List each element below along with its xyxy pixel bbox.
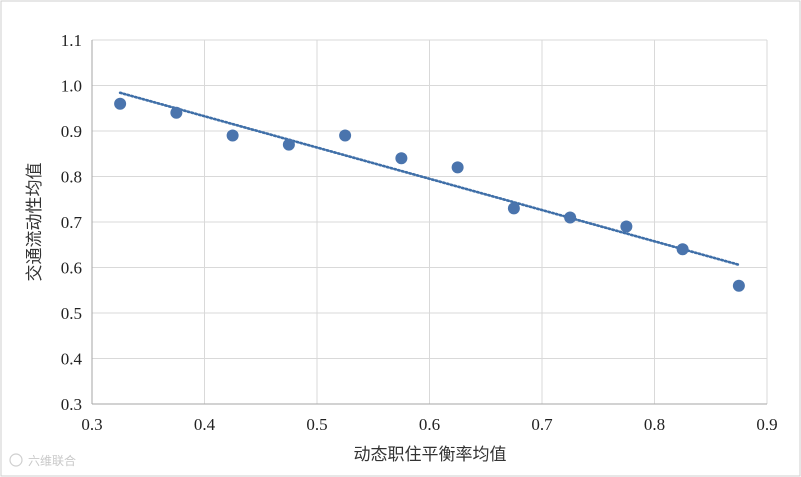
y-axis-label: 交通流动性均值 xyxy=(25,163,45,282)
axes xyxy=(91,40,767,405)
data-point xyxy=(451,161,464,174)
data-points xyxy=(114,97,745,292)
x-tick-label: 0.3 xyxy=(81,415,102,434)
data-point xyxy=(282,138,295,151)
x-tick-label: 0.4 xyxy=(194,415,216,434)
data-point xyxy=(395,152,408,165)
watermark-logo-icon xyxy=(9,453,23,467)
y-tick-label: 1.0 xyxy=(61,77,82,96)
x-tick-label: 0.7 xyxy=(531,415,553,434)
data-point xyxy=(170,106,183,119)
data-point xyxy=(114,97,127,110)
data-point xyxy=(564,211,577,224)
data-point xyxy=(226,129,239,142)
y-tick-label: 0.6 xyxy=(61,259,82,278)
watermark-text: 六维联合 xyxy=(28,453,76,468)
x-tick-label: 0.8 xyxy=(644,415,665,434)
x-tick-label: 0.6 xyxy=(419,415,440,434)
data-point xyxy=(507,202,520,215)
y-tick-label: 1.1 xyxy=(61,31,82,50)
y-tick-label: 0.8 xyxy=(61,168,82,187)
data-point xyxy=(620,220,633,233)
y-tick-labels: 0.3 0.4 0.5 0.6 0.7 0.8 0.9 1.0 1.1 xyxy=(61,31,83,414)
y-tick-label: 0.3 xyxy=(61,395,82,414)
data-point xyxy=(676,243,689,256)
y-tick-label: 0.9 xyxy=(61,122,82,141)
watermark: 六维联合 xyxy=(9,453,76,468)
data-point xyxy=(339,129,352,142)
y-tick-label: 0.5 xyxy=(61,304,82,323)
x-tick-labels: 0.3 0.4 0.5 0.6 0.7 0.8 0.9 xyxy=(81,415,777,434)
x-axis-label: 动态职住平衡率均值 xyxy=(354,445,507,465)
gridlines xyxy=(92,39,768,404)
trendline-layer xyxy=(118,91,741,267)
data-point xyxy=(732,279,745,292)
y-tick-label: 0.4 xyxy=(61,350,83,369)
x-tick-label: 0.9 xyxy=(756,415,777,434)
y-tick-label: 0.7 xyxy=(61,213,83,232)
trendline xyxy=(118,91,741,267)
x-tick-label: 0.5 xyxy=(306,415,327,434)
